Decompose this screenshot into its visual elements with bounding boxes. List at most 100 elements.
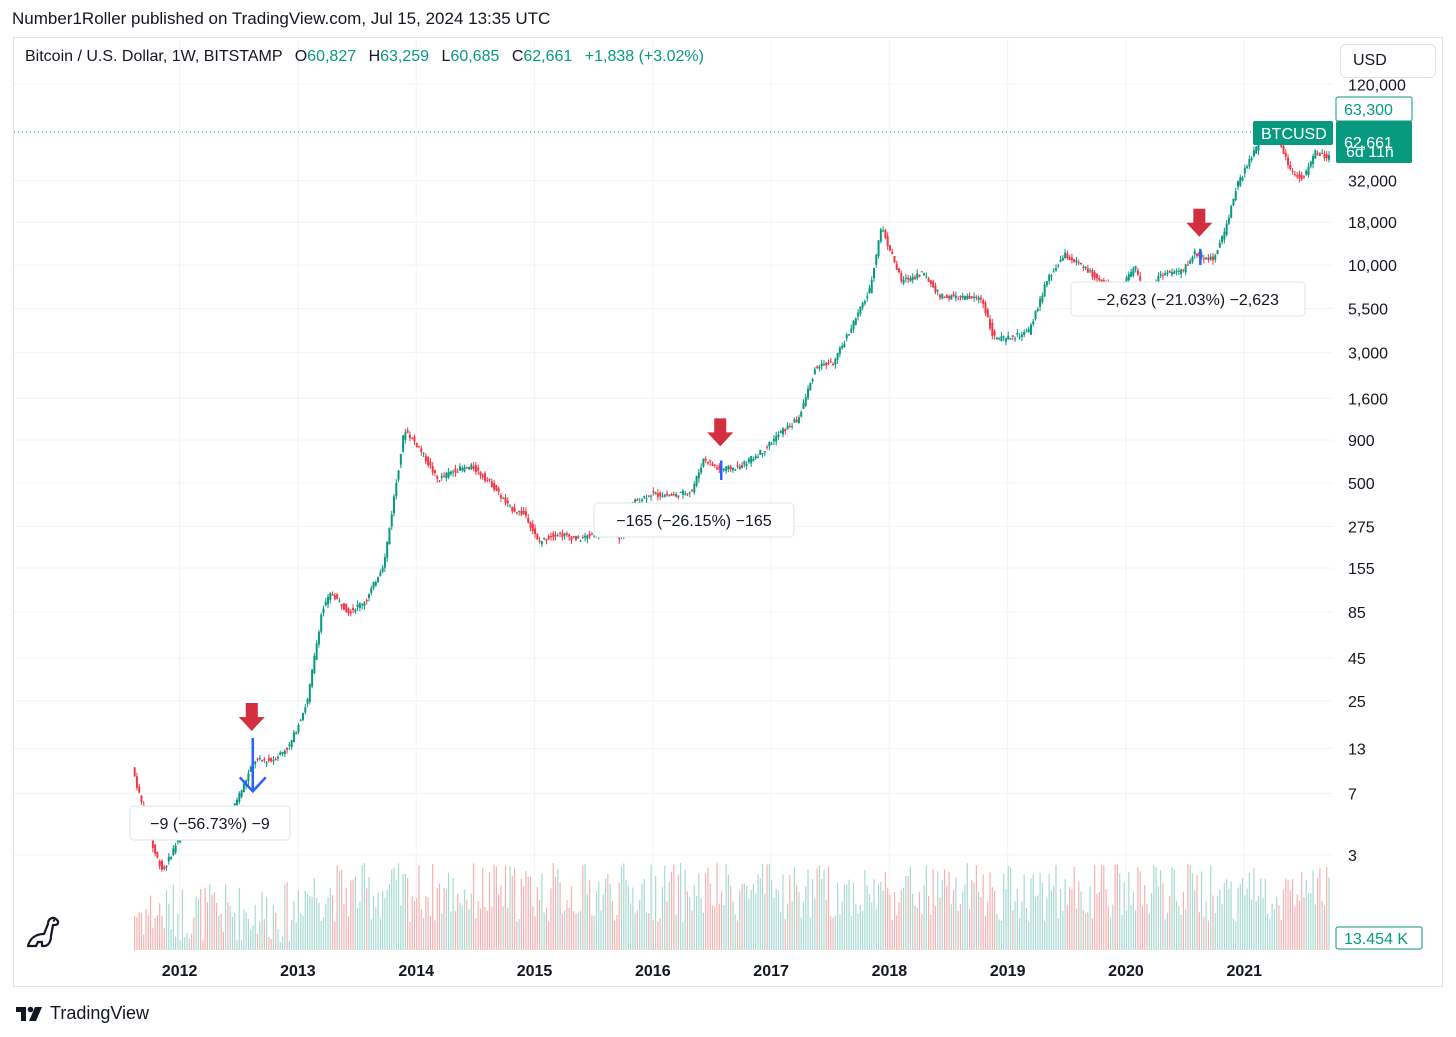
volume-bar — [757, 874, 759, 950]
candle — [586, 535, 589, 539]
candle — [579, 540, 582, 542]
volume-bar — [1205, 901, 1207, 950]
volume-bar — [1110, 917, 1112, 950]
volume-bar — [313, 878, 315, 950]
volume-bar — [768, 863, 770, 950]
volume-bar — [1121, 914, 1123, 950]
volume-bar — [864, 870, 866, 950]
volume-bar — [627, 885, 629, 950]
candle — [1282, 145, 1285, 154]
candle — [670, 493, 673, 496]
volume-bar — [614, 921, 616, 950]
candle — [263, 759, 266, 761]
candle — [174, 845, 177, 853]
candle — [1300, 174, 1303, 180]
volume-bar — [907, 876, 909, 950]
candle — [759, 449, 762, 455]
candle — [1177, 270, 1180, 272]
symbol-legend: Bitcoin / U.S. Dollar, 1W, BITSTAMP O60,… — [25, 48, 704, 66]
volume-bar — [598, 882, 600, 950]
volume-bar — [1164, 919, 1166, 950]
last-price-tag: 62,661 — [1336, 121, 1412, 163]
dinosaur-icon[interactable] — [24, 912, 64, 950]
volume-bar — [1000, 921, 1003, 950]
candle — [1209, 256, 1212, 260]
candle — [331, 594, 334, 596]
volume-bar — [586, 893, 588, 950]
volume-bar — [1175, 900, 1178, 950]
candle — [745, 464, 748, 466]
candle — [786, 425, 789, 430]
candle — [320, 614, 323, 632]
volume-bar — [930, 914, 932, 950]
volume-bar — [1130, 904, 1132, 950]
candle — [793, 419, 796, 423]
candle — [1196, 253, 1199, 256]
volume-bar — [1262, 898, 1264, 950]
volume-bar — [1326, 867, 1328, 950]
candle — [454, 468, 457, 473]
volume-bar — [575, 913, 577, 950]
candle — [936, 290, 939, 292]
candle — [1186, 264, 1189, 266]
candle — [483, 473, 486, 481]
candle — [752, 458, 755, 461]
volume-bar — [1053, 885, 1055, 950]
symbol-title[interactable]: Bitcoin / U.S. Dollar, 1W, BITSTAMP — [25, 48, 283, 65]
volume-bar — [1312, 870, 1314, 950]
candle — [1139, 276, 1142, 281]
candle — [706, 461, 709, 464]
volume-bar — [1291, 878, 1294, 950]
volume-bar — [500, 885, 502, 950]
volume-bar — [143, 934, 145, 950]
volume-bar — [511, 875, 513, 950]
volume-bar — [1003, 873, 1005, 950]
volume-bar — [1066, 904, 1068, 950]
candle — [1082, 266, 1085, 268]
candle — [493, 483, 496, 490]
candle — [818, 366, 821, 369]
volume-bar — [805, 886, 807, 950]
y-tick-label: 13 — [1348, 741, 1366, 758]
volume-bar — [857, 913, 859, 950]
volume-bar — [923, 885, 925, 950]
candle — [1025, 331, 1028, 333]
x-tick-label: 2018 — [872, 963, 908, 980]
volume-bar — [436, 887, 438, 950]
currency-button[interactable]: USD — [1340, 44, 1436, 78]
candle — [502, 498, 505, 500]
volume-bar — [980, 896, 982, 950]
candle — [463, 466, 466, 472]
volume-bar — [755, 893, 757, 950]
candle — [365, 599, 368, 602]
candle — [390, 514, 393, 527]
candle — [352, 607, 355, 611]
candle — [495, 485, 498, 491]
candle — [1007, 335, 1010, 340]
candle — [499, 495, 502, 499]
volume-bar — [254, 904, 256, 950]
volume-bar — [809, 917, 811, 950]
volume-bar — [179, 940, 181, 950]
candle — [238, 793, 241, 802]
candle — [727, 465, 730, 470]
candle — [656, 493, 659, 497]
candle — [1075, 260, 1078, 263]
volume-bar — [1107, 906, 1109, 950]
volume-bar — [1255, 901, 1257, 950]
volume-bar — [482, 867, 484, 950]
footer-brand[interactable]: TradingView — [16, 1003, 149, 1024]
candle — [832, 364, 835, 366]
volume-bar — [648, 913, 650, 950]
volume-bar — [1155, 867, 1157, 950]
volume-bar — [1221, 904, 1223, 950]
volume-bar — [295, 922, 297, 950]
candle — [540, 541, 543, 545]
volume-bar — [1114, 864, 1116, 950]
candle — [1045, 281, 1048, 286]
candle — [415, 443, 418, 447]
candle — [913, 276, 916, 279]
volume-bar — [912, 893, 914, 950]
arrow-down-icon — [238, 702, 265, 731]
